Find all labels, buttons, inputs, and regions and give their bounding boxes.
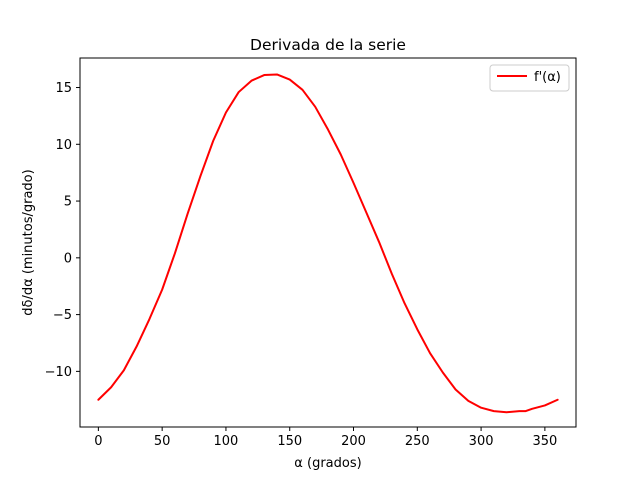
x-tick-label: 50: [154, 434, 171, 449]
x-axis-ticks: 0 50 100 150 200 250 300 350: [94, 427, 557, 449]
y-axis-label: dδ/dα (minutos/grado): [21, 169, 36, 315]
series-line-0: [97, 73, 559, 414]
y-tick-label: 0: [64, 251, 72, 266]
y-tick-label: 5: [64, 195, 72, 210]
x-tick-label: 100: [214, 434, 239, 449]
plot-area: [80, 58, 576, 427]
x-tick-label: 0: [94, 434, 102, 449]
series-layer: [97, 73, 559, 414]
legend-label: f'(α): [534, 70, 561, 85]
axes-frame: [79, 57, 577, 428]
y-tick-label: 10: [55, 138, 72, 153]
y-tick-label: −10: [45, 365, 72, 380]
axes-spines: [79, 57, 577, 428]
y-axis-ticks: −10 −5 0 5 10 15: [45, 81, 80, 380]
x-tick-label: 250: [405, 434, 430, 449]
x-tick-label: 300: [469, 434, 494, 449]
x-tick-label: 150: [277, 434, 302, 449]
y-tick-label: −5: [53, 308, 72, 323]
x-axis-label: α (grados): [294, 456, 361, 471]
y-tick-label: 15: [55, 81, 72, 96]
legend-box: [489, 64, 570, 92]
chart-title: Derivada de la serie: [250, 36, 406, 54]
legend: f'(α): [489, 64, 570, 92]
x-tick-label: 350: [532, 434, 557, 449]
x-tick-label: 200: [341, 434, 366, 449]
